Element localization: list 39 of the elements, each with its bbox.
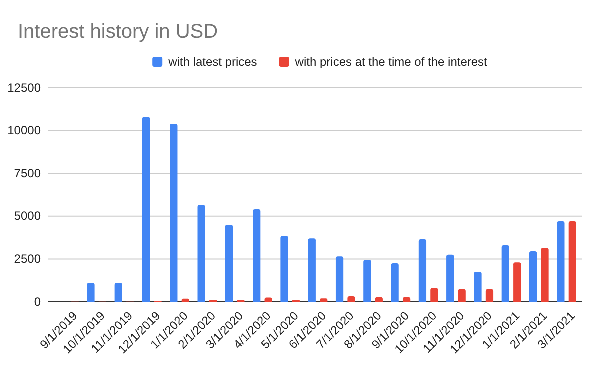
bar (430, 288, 438, 302)
bar (348, 296, 356, 302)
y-tick-label: 2500 (14, 252, 42, 266)
bar (225, 224, 234, 302)
y-tick-label: 0 (34, 294, 42, 309)
legend-label: with latest prices (168, 55, 258, 69)
bar (308, 238, 316, 302)
bar (541, 248, 549, 302)
bar (170, 124, 178, 302)
bar (264, 298, 272, 302)
bar (446, 254, 454, 302)
y-tick-label: 12500 (8, 80, 42, 95)
bar (280, 236, 288, 302)
legend-label: with prices at the time of the interest (294, 55, 488, 69)
bar (486, 289, 494, 302)
bar (198, 205, 206, 302)
bar (402, 297, 411, 302)
y-tick-label: 7500 (14, 166, 42, 180)
bar (557, 222, 565, 302)
bar (114, 283, 122, 302)
bar (502, 246, 510, 302)
y-tick-label: 5000 (14, 209, 42, 224)
bar (391, 263, 399, 302)
bar (529, 251, 538, 302)
bar (458, 289, 466, 302)
bar (87, 283, 95, 302)
bar (418, 240, 427, 302)
y-tick-label: 10000 (8, 124, 42, 138)
bar (336, 256, 344, 302)
chart-title: Interest history in USD (18, 21, 218, 43)
bar (320, 298, 328, 302)
bar (474, 272, 482, 302)
bar (253, 210, 261, 302)
bar (375, 297, 383, 302)
bar (514, 262, 522, 302)
bar (142, 117, 150, 302)
bar (568, 222, 576, 302)
bar (364, 260, 372, 302)
bar (182, 298, 190, 302)
